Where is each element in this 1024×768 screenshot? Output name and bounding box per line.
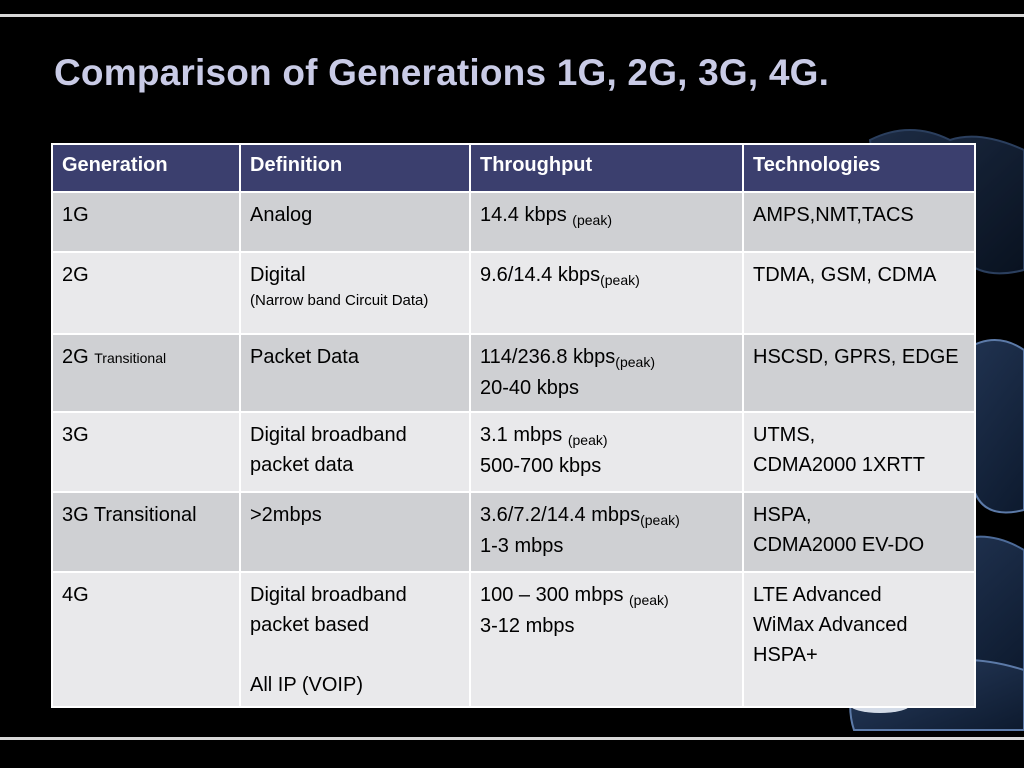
generation-label: 1G <box>62 204 89 226</box>
cell-throughput: 14.4 kbps (peak) <box>469 191 744 253</box>
generation-label: 3G <box>62 424 89 446</box>
cell-generation: 2G Transitional <box>51 333 241 413</box>
throughput-peak: 114/236.8 kbps <box>480 346 616 368</box>
cell-definition: Digital broadband packet based All IP (VOI… <box>239 571 471 708</box>
technology-line: UTMS, <box>753 424 816 446</box>
cell-throughput: 3.6/7.2/14.4 mbps(peak) 1-3 mbps <box>469 491 744 573</box>
table-row: 4G Digital broadband packet based All IP (V… <box>51 571 976 708</box>
peak-label: (peak) <box>629 592 669 608</box>
throughput-peak: 3.1 mbps <box>480 424 563 446</box>
generation-note: Transitional <box>94 350 167 366</box>
throughput-typical: 3-12 mbps <box>480 615 575 637</box>
generation-label: 4G <box>62 584 89 606</box>
cell-technologies: HSCSD, GPRS, EDGE <box>742 333 976 413</box>
technology-line: WiMax Advanced <box>753 614 908 636</box>
table-row: 2G Digital (Narrow band Circuit Data) 9.6/1… <box>51 251 976 335</box>
throughput-peak: 9.6/14.4 kbps <box>480 264 601 286</box>
definition-line: All IP (VOIP) <box>250 674 363 696</box>
cell-generation: 2G <box>51 251 241 335</box>
definition-line: packet data <box>250 454 354 476</box>
header-definition: Definition <box>239 143 471 193</box>
technology-line: CDMA2000 1XRTT <box>753 454 925 476</box>
technology-line: TDMA, GSM, CDMA <box>753 264 937 286</box>
table-row: 2G Transitional Packet Data 114/236.8 kbps… <box>51 333 976 413</box>
technology-line: CDMA2000 EV-DO <box>753 534 925 556</box>
definition-line: Analog <box>250 204 313 226</box>
technology-line: HSPA+ <box>753 644 818 666</box>
throughput-peak: 100 – 300 mbps <box>480 584 624 606</box>
peak-label: (peak) <box>615 354 655 370</box>
definition-line: packet based <box>250 614 369 636</box>
definition-line: Digital broadband <box>250 584 407 606</box>
technology-line: LTE Advanced <box>753 584 882 606</box>
cell-generation: 1G <box>51 191 241 253</box>
throughput-peak-line: 3.6/7.2/14.4 mbps(peak) <box>480 500 733 531</box>
throughput-peak-line: 100 – 300 mbps (peak) <box>480 580 733 611</box>
slide-title: Comparison of Generations 1G, 2G, 3G, 4G… <box>54 52 830 93</box>
cell-technologies: TDMA, GSM, CDMA <box>742 251 976 335</box>
cell-definition: Packet Data <box>239 333 471 413</box>
bottom-rule <box>0 737 1024 740</box>
technology-line: HSCSD, GPRS, EDGE <box>753 346 959 368</box>
definition-line: Digital broadband <box>250 424 407 446</box>
table-row: 3G Digital broadband packet data 3.1 mbps (… <box>51 411 976 493</box>
throughput-peak: 14.4 kbps <box>480 204 567 226</box>
throughput-peak-line: 114/236.8 kbps(peak) <box>480 342 733 373</box>
cell-throughput: 3.1 mbps (peak) 500-700 kbps <box>469 411 744 493</box>
cell-technologies: HSPA, CDMA2000 EV-DO <box>742 491 976 573</box>
throughput-peak-line: 14.4 kbps (peak) <box>480 200 733 231</box>
table-row: 3G Transitional >2mbps 3.6/7.2/14.4 mbps(p… <box>51 491 976 573</box>
cell-generation: 4G <box>51 571 241 708</box>
definition-line: Packet Data <box>250 346 359 368</box>
cell-definition: Digital (Narrow band Circuit Data) <box>239 251 471 335</box>
cell-throughput: 9.6/14.4 kbps(peak) <box>469 251 744 335</box>
throughput-typical: 500-700 kbps <box>480 455 602 477</box>
definition-line <box>250 640 460 670</box>
header-throughput: Throughput <box>469 143 744 193</box>
cell-generation: 3G Transitional <box>51 491 241 573</box>
generation-label: 2G <box>62 264 89 286</box>
cell-generation: 3G <box>51 411 241 493</box>
peak-label: (peak) <box>567 432 608 448</box>
cell-throughput: 100 – 300 mbps (peak) 3-12 mbps <box>469 571 744 708</box>
throughput-typical: 1-3 mbps <box>480 535 564 557</box>
throughput-typical: 20-40 kbps <box>480 377 579 399</box>
table-row: 1G Analog 14.4 kbps (peak) AMPS,NMT,TACS <box>51 191 976 253</box>
definition-note: (Narrow band Circuit Data) <box>250 292 429 309</box>
definition-line: Digital <box>250 264 306 286</box>
throughput-peak-line: 3.1 mbps (peak) <box>480 420 733 451</box>
header-technologies: Technologies <box>742 143 976 193</box>
peak-label: (peak) <box>640 512 680 528</box>
header-generation: Generation <box>51 143 241 193</box>
generation-label: 3G Transitional <box>62 504 197 526</box>
throughput-peak-line: 9.6/14.4 kbps(peak) <box>480 260 733 291</box>
peak-label: (peak) <box>600 272 640 288</box>
technology-line: HSPA, <box>753 504 812 526</box>
cell-technologies: LTE Advanced WiMax Advanced HSPA+ <box>742 571 976 708</box>
peak-label: (peak) <box>572 212 612 228</box>
cell-definition: Digital broadband packet data <box>239 411 471 493</box>
throughput-peak: 3.6/7.2/14.4 mbps <box>480 504 641 526</box>
cell-technologies: AMPS,NMT,TACS <box>742 191 976 253</box>
cell-definition: Analog <box>239 191 471 253</box>
table-header-row: Generation Definition Throughput Technol… <box>51 143 976 193</box>
definition-line: >2mbps <box>250 504 322 526</box>
generation-label: 2G <box>62 346 89 368</box>
cell-throughput: 114/236.8 kbps(peak) 20-40 kbps <box>469 333 744 413</box>
cell-technologies: UTMS, CDMA2000 1XRTT <box>742 411 976 493</box>
cell-definition: >2mbps <box>239 491 471 573</box>
technology-line: AMPS,NMT,TACS <box>753 204 914 226</box>
comparison-table: Generation Definition Throughput Technol… <box>51 143 976 708</box>
top-rule <box>0 14 1024 17</box>
